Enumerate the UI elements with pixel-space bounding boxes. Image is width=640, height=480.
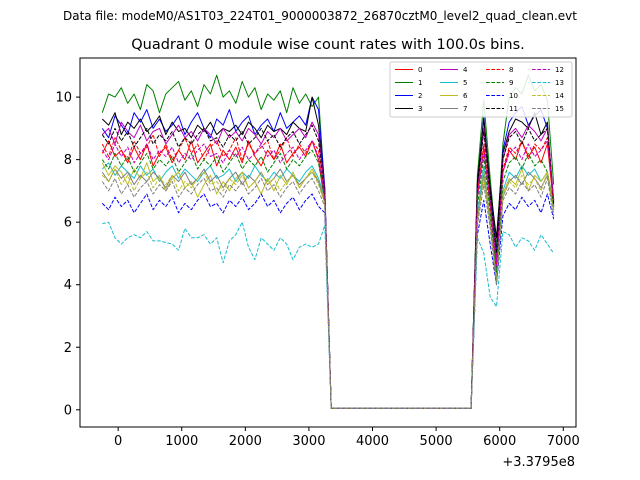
x-tick-label: 7000 xyxy=(547,434,580,449)
series-line-11 xyxy=(101,124,555,409)
legend-label-13: 13 xyxy=(555,79,564,87)
series-line-8 xyxy=(101,134,555,409)
legend-label-0: 0 xyxy=(418,66,422,74)
legend-label-15: 15 xyxy=(555,105,564,113)
plot-lines xyxy=(101,74,555,409)
legend-label-1: 1 xyxy=(418,79,422,87)
x-tick-label: 1000 xyxy=(165,434,198,449)
legend-label-12: 12 xyxy=(555,66,564,74)
legend-label-7: 7 xyxy=(463,105,467,113)
legend-label-5: 5 xyxy=(463,79,467,87)
x-tick-label: 6000 xyxy=(483,434,516,449)
y-axis-ticks: 0 2 4 6 8 10 xyxy=(55,91,80,418)
legend-label-8: 8 xyxy=(509,66,513,74)
legend-label-14: 14 xyxy=(555,92,564,100)
series-line-3 xyxy=(101,96,555,409)
legend-label-4: 4 xyxy=(463,66,468,74)
y-tick-label: 2 xyxy=(64,341,72,356)
legend-box xyxy=(389,61,573,118)
x-offset-label: +3.3795e8 xyxy=(502,455,575,470)
y-tick-label: 6 xyxy=(64,216,72,231)
series-line-14 xyxy=(101,168,555,409)
chart-title: Quadrant 0 module wise count rates with … xyxy=(131,37,525,53)
x-axis-ticks: 0 1000 2000 3000 4000 5000 6000 7000 xyxy=(114,427,580,449)
y-tick-label: 8 xyxy=(64,153,72,168)
x-tick-label: 4000 xyxy=(356,434,389,449)
y-tick-label: 10 xyxy=(55,91,72,106)
y-tick-label: 0 xyxy=(64,403,72,418)
chart-suptitle: Data file: modeM0/AS1T03_224T01_90000038… xyxy=(63,9,577,23)
legend-label-9: 9 xyxy=(509,79,513,87)
plot-frame xyxy=(79,57,577,428)
legend-label-11: 11 xyxy=(509,105,518,113)
y-tick-label: 4 xyxy=(64,278,72,293)
series-line-15 xyxy=(101,177,555,409)
x-tick-label: 0 xyxy=(114,434,122,449)
x-tick-label: 3000 xyxy=(292,434,325,449)
legend-label-3: 3 xyxy=(418,105,422,113)
legend-label-2: 2 xyxy=(418,92,422,100)
x-tick-label: 5000 xyxy=(420,434,453,449)
series-line-1 xyxy=(101,74,555,409)
x-tick-label: 2000 xyxy=(229,434,262,449)
legend-label-6: 6 xyxy=(463,92,468,100)
legend-label-10: 10 xyxy=(509,92,518,100)
